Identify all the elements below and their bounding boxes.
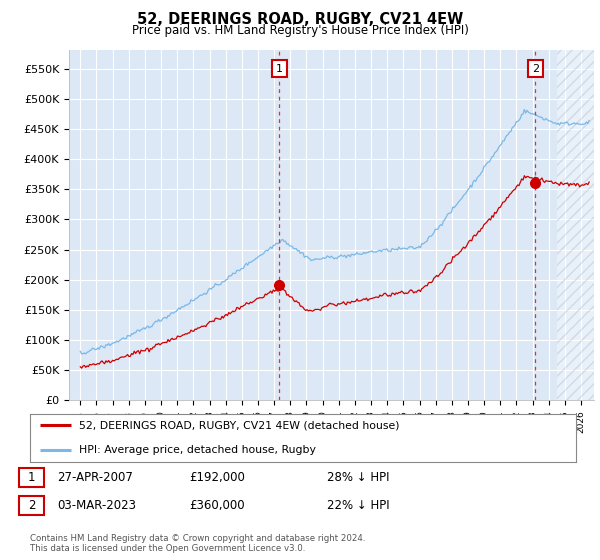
Text: Price paid vs. HM Land Registry's House Price Index (HPI): Price paid vs. HM Land Registry's House …: [131, 24, 469, 36]
Text: 52, DEERINGS ROAD, RUGBY, CV21 4EW: 52, DEERINGS ROAD, RUGBY, CV21 4EW: [137, 12, 463, 27]
Text: 22% ↓ HPI: 22% ↓ HPI: [327, 498, 389, 512]
Text: HPI: Average price, detached house, Rugby: HPI: Average price, detached house, Rugb…: [79, 445, 316, 455]
Text: This data is licensed under the Open Government Licence v3.0.: This data is licensed under the Open Gov…: [30, 544, 305, 553]
Text: 1: 1: [28, 470, 35, 484]
Text: 27-APR-2007: 27-APR-2007: [57, 470, 133, 484]
Text: £192,000: £192,000: [189, 470, 245, 484]
Text: Contains HM Land Registry data © Crown copyright and database right 2024.: Contains HM Land Registry data © Crown c…: [30, 534, 365, 543]
Text: 2: 2: [532, 63, 539, 73]
Text: 28% ↓ HPI: 28% ↓ HPI: [327, 470, 389, 484]
Text: £360,000: £360,000: [189, 498, 245, 512]
Text: 1: 1: [276, 63, 283, 73]
Text: 52, DEERINGS ROAD, RUGBY, CV21 4EW (detached house): 52, DEERINGS ROAD, RUGBY, CV21 4EW (deta…: [79, 421, 400, 430]
Text: 2: 2: [28, 498, 35, 512]
Text: 03-MAR-2023: 03-MAR-2023: [57, 498, 136, 512]
Bar: [557, 50, 594, 400]
